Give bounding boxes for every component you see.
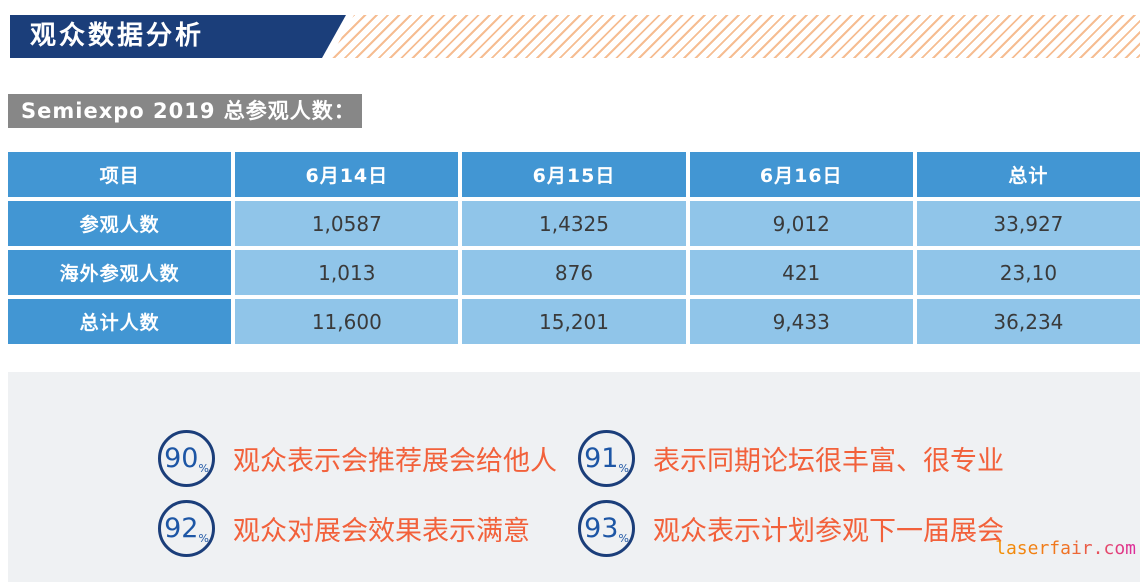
percent-sign: %: [618, 462, 629, 475]
column-header-total: 总计: [916, 152, 1141, 197]
page-title: 观众数据分析: [30, 21, 205, 51]
stat-value: 93: [584, 513, 619, 544]
table-cell: 23,10: [916, 250, 1141, 295]
table-header-row: 项目 6月14日 6月15日 6月16日 总计: [8, 152, 1141, 197]
table-cell: 1,0587: [235, 201, 459, 246]
row-label: 海外参观人数: [8, 250, 232, 295]
subtitle-text: Semiexpo 2019 总参观人数：: [21, 99, 356, 123]
table-row: 参观人数 1,0587 1,4325 9,012 33,927: [8, 201, 1141, 246]
subtitle-bar: Semiexpo 2019 总参观人数：: [8, 94, 362, 128]
table-cell: 9,012: [689, 201, 913, 246]
stat-label: 观众表示会推荐展会给他人: [233, 446, 557, 477]
stat-label: 观众表示计划参观下一届展会: [653, 516, 1004, 547]
table-cell: 15,201: [462, 299, 686, 344]
visitor-table: 项目 6月14日 6月15日 6月16日 总计 参观人数 1,0587 1,43…: [8, 152, 1141, 344]
stat-value: 92: [164, 513, 199, 544]
percent-sign: %: [198, 532, 209, 545]
stat-label: 表示同期论坛很丰富、很专业: [653, 446, 1004, 477]
stat-value: 91: [584, 443, 619, 474]
table-row: 总计人数 11,600 15,201 9,433 36,234: [8, 299, 1141, 344]
stat-label: 观众对展会效果表示满意: [233, 516, 530, 547]
table-cell: 33,927: [916, 201, 1141, 246]
table-cell: 421: [689, 250, 913, 295]
column-header-day2: 6月15日: [462, 152, 686, 197]
stat-item: 93 % 观众表示计划参观下一届展会: [578, 500, 1004, 557]
column-header-day1: 6月14日: [235, 152, 459, 197]
percent-sign: %: [618, 532, 629, 545]
stats-panel: 90 % 观众表示会推荐展会给他人 91 % 表示同期论坛很丰富、很专业 92 …: [8, 372, 1140, 582]
table-row: 海外参观人数 1,013 876 421 23,10: [8, 250, 1141, 295]
percent-sign: %: [198, 462, 209, 475]
table-cell: 9,433: [689, 299, 913, 344]
watermark-text: laserfair.com: [995, 538, 1136, 559]
table-cell: 876: [462, 250, 686, 295]
stat-circle: 90 %: [158, 430, 215, 487]
title-banner: 观众数据分析: [10, 15, 346, 58]
column-header-item: 项目: [8, 152, 232, 197]
stat-item: 91 % 表示同期论坛很丰富、很专业: [578, 430, 1004, 487]
stat-value: 90: [164, 443, 199, 474]
table-cell: 11,600: [235, 299, 459, 344]
row-label: 参观人数: [8, 201, 232, 246]
stat-item: 90 % 观众表示会推荐展会给他人: [158, 430, 557, 487]
table-cell: 1,4325: [462, 201, 686, 246]
stat-circle: 91 %: [578, 430, 635, 487]
column-header-day3: 6月16日: [689, 152, 913, 197]
diagonal-stripes-decoration: [330, 15, 1140, 58]
stat-circle: 92 %: [158, 500, 215, 557]
stat-item: 92 % 观众对展会效果表示满意: [158, 500, 530, 557]
table-cell: 36,234: [916, 299, 1141, 344]
table-cell: 1,013: [235, 250, 459, 295]
stat-circle: 93 %: [578, 500, 635, 557]
row-label: 总计人数: [8, 299, 232, 344]
